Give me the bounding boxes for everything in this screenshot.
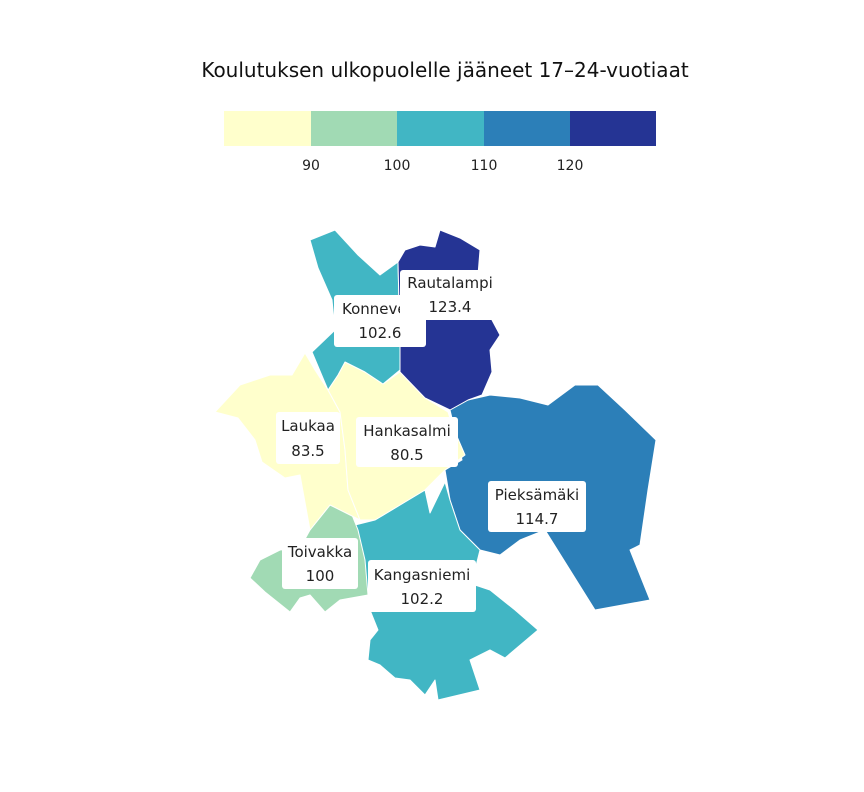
label-kangasniemi-value: 102.2 bbox=[401, 590, 444, 608]
label-hankasalmi: Hankasalmi 80.5 bbox=[356, 417, 458, 467]
label-pieksamaki-value: 114.7 bbox=[516, 510, 559, 528]
label-laukaa: Laukaa 83.5 bbox=[276, 412, 340, 464]
label-rautalampi: Rautalampi 123.4 bbox=[400, 270, 500, 320]
label-hankasalmi-value: 80.5 bbox=[390, 446, 423, 464]
legend-tick-100: 100 bbox=[384, 158, 411, 174]
label-kangasniemi-name: Kangasniemi bbox=[374, 566, 470, 584]
legend-swatch-2 bbox=[311, 111, 397, 146]
map-title: Koulutuksen ulkopuolelle jääneet 17–24-v… bbox=[201, 58, 688, 82]
legend-tick-120: 120 bbox=[557, 158, 584, 174]
label-rautalampi-name: Rautalampi bbox=[407, 274, 493, 292]
label-pieksamaki-name: Pieksämäki bbox=[495, 486, 579, 504]
legend-tick-90: 90 bbox=[302, 158, 320, 174]
label-rautalampi-value: 123.4 bbox=[429, 298, 472, 316]
legend-swatch-1 bbox=[224, 111, 311, 146]
label-laukaa-name: Laukaa bbox=[281, 417, 335, 435]
label-konnevesi-value: 102.6 bbox=[359, 324, 402, 342]
label-konnevesi-name: Konnevesi bbox=[342, 300, 419, 318]
label-kangasniemi: Kangasniemi 102.2 bbox=[368, 560, 476, 612]
label-toivakka-value: 100 bbox=[306, 567, 335, 585]
legend-swatch-5 bbox=[570, 111, 656, 146]
label-pieksamaki: Pieksämäki 114.7 bbox=[488, 481, 586, 532]
legend-swatch-3 bbox=[397, 111, 484, 146]
legend-swatch-4 bbox=[484, 111, 570, 146]
color-legend: 90 100 110 120 bbox=[224, 111, 656, 174]
legend-tick-110: 110 bbox=[471, 158, 498, 174]
region-labels: Konnevesi 102.6 Rautalampi 123.4 Laukaa … bbox=[276, 270, 586, 612]
label-toivakka: Toivakka 100 bbox=[282, 538, 358, 589]
label-hankasalmi-name: Hankasalmi bbox=[363, 422, 451, 440]
label-toivakka-name: Toivakka bbox=[287, 543, 352, 561]
label-laukaa-value: 83.5 bbox=[291, 442, 324, 460]
